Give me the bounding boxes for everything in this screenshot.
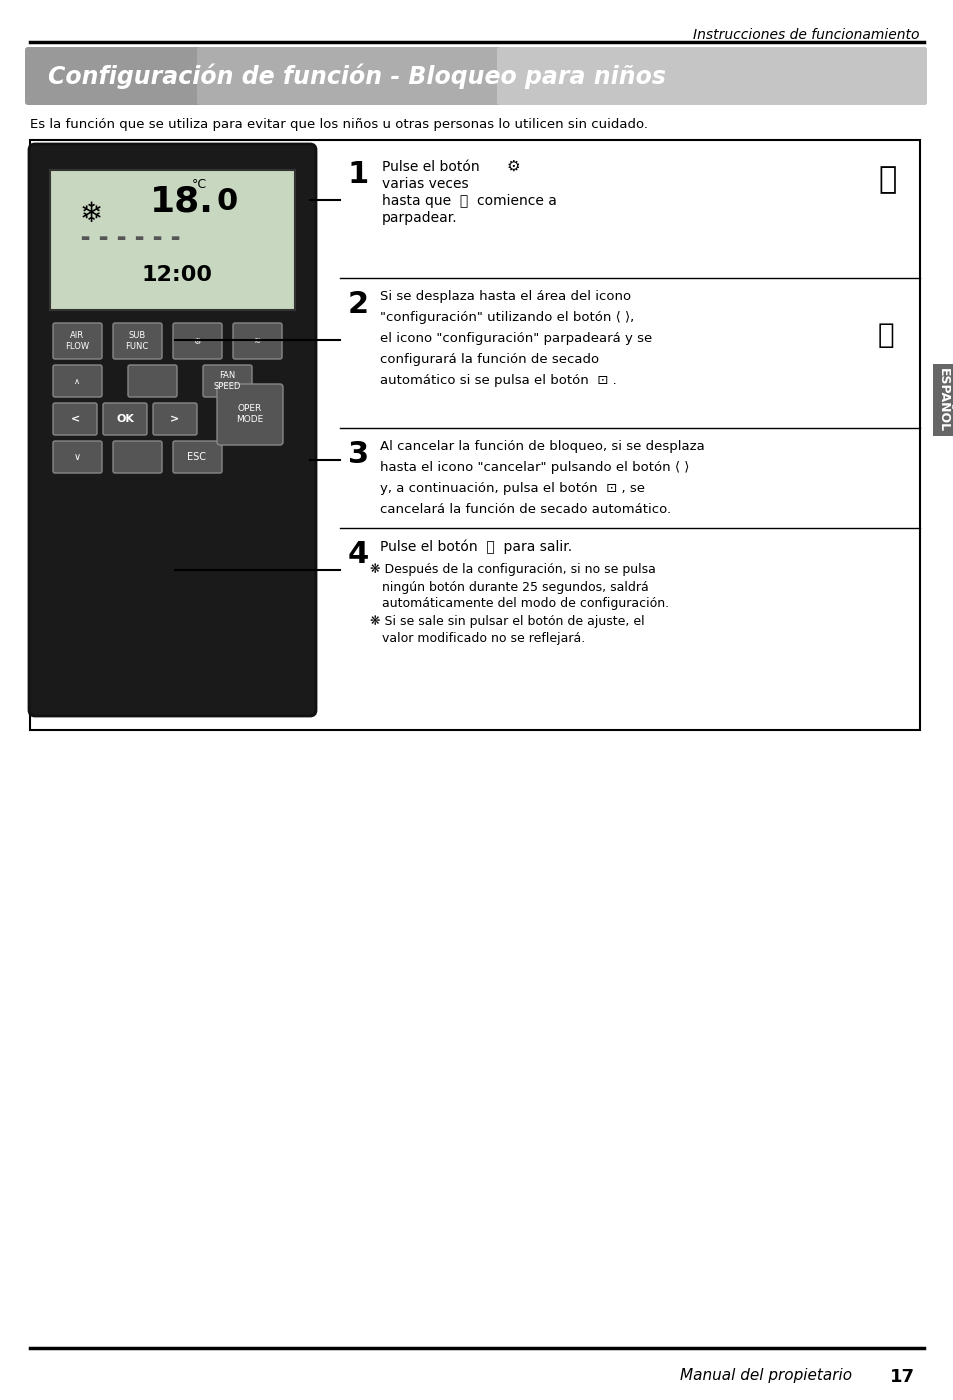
Text: ESPAÑOL: ESPAÑOL [936,368,948,433]
Text: hasta que  🔒  comience a: hasta que 🔒 comience a [381,195,557,209]
Text: ∧: ∧ [74,377,80,385]
FancyBboxPatch shape [203,365,252,398]
FancyBboxPatch shape [53,403,97,435]
Text: ❄: ❄ [80,200,103,228]
Text: y, a continuación, pulsa el botón  ⊡ , se: y, a continuación, pulsa el botón ⊡ , se [379,482,644,496]
Text: configurará la función de secado: configurará la función de secado [379,353,598,365]
Text: °C: °C [192,178,207,190]
Text: ▬: ▬ [80,232,90,244]
Text: ❋ Si se sale sin pulsar el botón de ajuste, el: ❋ Si se sale sin pulsar el botón de ajus… [370,615,644,629]
Text: Es la función que se utiliza para evitar que los niños u otras personas lo utili: Es la función que se utiliza para evitar… [30,118,647,132]
Text: 12:00: 12:00 [141,265,213,286]
FancyBboxPatch shape [25,48,926,105]
Text: 2: 2 [348,290,369,319]
Text: >: > [171,414,179,424]
Text: Manual del propietario: Manual del propietario [679,1368,851,1383]
Text: ningún botón durante 25 segundos, saldrá: ningún botón durante 25 segundos, saldrá [381,581,648,594]
FancyBboxPatch shape [128,365,177,398]
Bar [859,150,914,204]
Text: automático si se pulsa el botón  ⊡ .: automático si se pulsa el botón ⊡ . [379,374,616,386]
FancyBboxPatch shape [152,403,196,435]
Bar [30,140,919,729]
Text: Configuración de función - Bloqueo para niños: Configuración de función - Bloqueo para … [48,63,665,88]
FancyBboxPatch shape [112,323,162,358]
Text: hasta el icono "cancelar" pulsando el botón ⟨ ⟩: hasta el icono "cancelar" pulsando el bo… [379,461,689,475]
Text: 👆: 👆 [877,321,894,349]
Text: ≋: ≋ [253,336,260,346]
FancyBboxPatch shape [53,441,102,473]
Text: automáticamente del modo de configuración.: automáticamente del modo de configuració… [381,596,668,610]
Text: Si se desplaza hasta el área del icono: Si se desplaza hasta el área del icono [379,290,631,302]
Text: ⚙: ⚙ [506,160,520,174]
Text: Instrucciones de funcionamiento: Instrucciones de funcionamiento [693,28,919,42]
Text: ▬: ▬ [170,232,179,244]
Text: ∨: ∨ [73,452,80,462]
FancyBboxPatch shape [216,384,283,445]
FancyBboxPatch shape [112,441,162,473]
Text: parpadear.: parpadear. [381,211,457,225]
Text: el icono "configuración" parpadeará y se: el icono "configuración" parpadeará y se [379,332,652,344]
Bar [50,169,294,309]
Text: Al cancelar la función de bloqueo, si se desplaza: Al cancelar la función de bloqueo, si se… [379,440,704,454]
Text: OK: OK [116,414,133,424]
Text: AIR
FLOW: AIR FLOW [65,332,89,351]
Text: "configuración" utilizando el botón ⟨ ⟩,: "configuración" utilizando el botón ⟨ ⟩, [379,311,634,323]
FancyBboxPatch shape [53,365,102,398]
Text: varias veces: varias veces [381,176,468,190]
Text: Pulse el botón  ⎋  para salir.: Pulse el botón ⎋ para salir. [379,540,572,554]
Text: valor modificado no se reflejará.: valor modificado no se reflejará. [381,631,584,645]
Text: 0: 0 [216,188,238,216]
FancyBboxPatch shape [29,144,315,715]
Text: Pulse el botón: Pulse el botón [381,160,483,174]
Text: 3: 3 [348,440,369,469]
Text: 👆: 👆 [877,165,895,195]
Text: <: < [71,414,79,424]
Text: ▬: ▬ [98,232,107,244]
FancyBboxPatch shape [53,323,102,358]
Text: 17: 17 [889,1368,914,1386]
FancyBboxPatch shape [103,403,147,435]
Text: SUB
FUNC: SUB FUNC [125,332,149,351]
FancyBboxPatch shape [172,441,222,473]
Text: ▬: ▬ [133,232,143,244]
FancyBboxPatch shape [497,48,926,105]
Text: 4: 4 [348,540,369,568]
Text: cancelará la función de secado automático.: cancelará la función de secado automátic… [379,503,670,517]
FancyBboxPatch shape [172,323,222,358]
FancyBboxPatch shape [233,323,282,358]
FancyBboxPatch shape [196,48,926,105]
Text: 18.: 18. [150,185,213,218]
Text: ESC: ESC [188,452,206,462]
Text: ⚙: ⚙ [193,336,200,346]
Text: FAN
SPEED: FAN SPEED [213,371,240,391]
Text: ▬: ▬ [152,232,161,244]
Text: ▬: ▬ [116,232,125,244]
Text: OPER
MODE: OPER MODE [236,405,263,424]
Text: 1: 1 [348,160,369,189]
Text: ❋ Después de la configuración, si no se pulsa: ❋ Después de la configuración, si no se … [370,563,656,575]
